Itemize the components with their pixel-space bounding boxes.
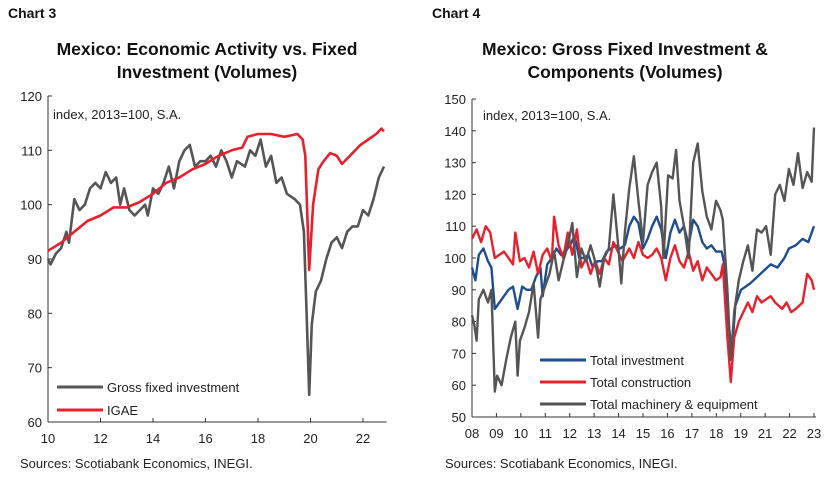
- y-tick-label: 90: [452, 283, 466, 298]
- x-tick-label: 18: [251, 431, 265, 446]
- series-line-total-investment: [470, 215, 816, 355]
- x-tick-label: 21: [758, 426, 772, 441]
- series-line-gross-fixed-investment: [46, 138, 386, 397]
- x-tick-label: 11: [539, 426, 553, 441]
- x-tick-label: 17: [685, 426, 699, 441]
- y-tick-label: 110: [21, 143, 42, 158]
- y-tick-label: 90: [28, 252, 42, 267]
- y-tick-label: 120: [444, 187, 466, 202]
- y-tick-label: 50: [452, 410, 466, 425]
- y-tick-label: 80: [28, 306, 42, 321]
- x-tick-label: 22: [356, 431, 370, 446]
- y-tick-label: 70: [28, 361, 42, 376]
- x-tick-label: 19: [733, 426, 747, 441]
- chart-4-lines: [470, 127, 816, 393]
- legend-gross-fixed-investment: Gross fixed investment: [107, 380, 240, 395]
- chart-4-note: index, 2013=100, S.A.: [483, 108, 611, 123]
- series-line-total-machinery-equipment: [470, 127, 816, 393]
- chart-3: Chart 3 Mexico: Economic Activity vs. Fi…: [8, 5, 387, 471]
- x-tick-label: 22: [782, 426, 796, 441]
- chart-4-title-line-1: Mexico: Gross Fixed Investment &: [482, 39, 768, 59]
- y-tick-label: 80: [452, 315, 466, 330]
- chart-3-legend: Gross fixed investment IGAE: [57, 380, 240, 418]
- chart-3-note: index, 2013=100, S.A.: [53, 107, 181, 122]
- legend-total-investment: Total investment: [590, 353, 684, 368]
- x-tick-label: 16: [660, 426, 674, 441]
- x-tick-label: 09: [489, 426, 503, 441]
- y-tick-label: 70: [452, 346, 466, 361]
- x-tick-label: 18: [709, 426, 723, 441]
- x-tick-label: 14: [146, 431, 160, 446]
- x-tick-label: 12: [93, 431, 107, 446]
- x-tick-label: 12: [562, 426, 576, 441]
- y-tick-label: 60: [452, 378, 466, 393]
- chart-3-axes: 60 70 80 90 100 110 120 10 12 14 16 18 20 22: [20, 89, 387, 446]
- chart-3-label: Chart 3: [8, 5, 56, 21]
- x-tick-label: 16: [198, 431, 212, 446]
- y-tick-label: 100: [20, 198, 42, 213]
- y-tick-label: 110: [445, 219, 466, 234]
- x-tick-label: 10: [514, 426, 528, 441]
- y-tick-label: 130: [444, 156, 466, 171]
- chart-4-axes: 50 60 70 80 90 100 110 120 130 140 150 08 09 10 11 12 13…: [444, 92, 821, 441]
- y-tick-label: 140: [444, 124, 466, 139]
- legend-total-construction: Total construction: [590, 375, 691, 390]
- chart-4: Chart 4 Mexico: Gross Fixed Investment &…: [432, 5, 821, 471]
- chart-3-lines: [46, 127, 386, 397]
- chart-4-label: Chart 4: [432, 5, 480, 21]
- x-tick-label: 15: [636, 426, 650, 441]
- y-tick-label: 60: [28, 415, 42, 430]
- legend-total-machinery: Total machinery & equipment: [590, 397, 758, 412]
- x-tick-label: 10: [41, 431, 55, 446]
- series-line-igae: [47, 127, 385, 272]
- x-tick-label: 23: [807, 426, 821, 441]
- y-tick-label: 120: [20, 89, 42, 104]
- chart-4-source: Sources: Scotiabank Economics, INEGI.: [445, 456, 678, 471]
- x-tick-label: 13: [587, 426, 601, 441]
- chart-4-title-line-2: Components (Volumes): [527, 62, 722, 82]
- chart-3-title-line-2: Investment (Volumes): [117, 62, 298, 82]
- legend-igae: IGAE: [107, 403, 138, 418]
- x-tick-label: 20: [303, 431, 317, 446]
- x-tick-label: 14: [611, 426, 625, 441]
- chart-4-legend: Total investment Total construction Tota…: [540, 353, 758, 412]
- chart-3-title-line-1: Mexico: Economic Activity vs. Fixed: [57, 39, 358, 59]
- y-tick-label: 100: [444, 251, 466, 266]
- x-tick-label: 08: [465, 426, 479, 441]
- series-line-total-construction: [470, 215, 816, 384]
- chart-3-source: Sources: Scotiabank Economics, INEGI.: [20, 456, 253, 471]
- y-tick-label: 150: [444, 92, 466, 107]
